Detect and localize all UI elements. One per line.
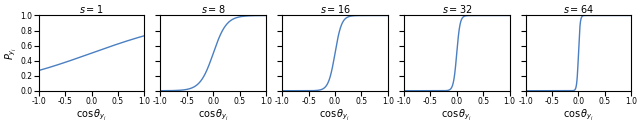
Y-axis label: $P_{y_i}$: $P_{y_i}$ [3,46,18,60]
X-axis label: $\cos\theta_{y_i}$: $\cos\theta_{y_i}$ [441,107,472,122]
X-axis label: $\cos\theta_{y_i}$: $\cos\theta_{y_i}$ [76,107,108,122]
Title: $s = 1$: $s = 1$ [79,3,104,15]
Title: $s = 16$: $s = 16$ [319,3,351,15]
Title: $s = 8$: $s = 8$ [201,3,225,15]
X-axis label: $\cos\theta_{y_i}$: $\cos\theta_{y_i}$ [198,107,229,122]
Title: $s = 64$: $s = 64$ [563,3,594,15]
X-axis label: $\cos\theta_{y_i}$: $\cos\theta_{y_i}$ [563,107,594,122]
Title: $s = 32$: $s = 32$ [442,3,472,15]
X-axis label: $\cos\theta_{y_i}$: $\cos\theta_{y_i}$ [319,107,351,122]
